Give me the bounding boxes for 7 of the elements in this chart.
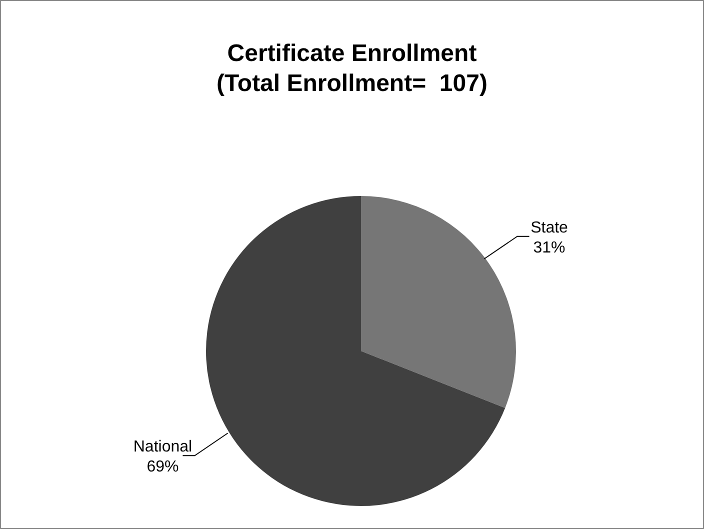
pie-slice: [206, 196, 506, 506]
slice-label: State: [530, 219, 568, 236]
pie-slice: [361, 196, 516, 408]
chart-title: Certificate Enrollment (Total Enrollment= 107): [216, 39, 488, 99]
data-label: 69%: [146, 458, 179, 476]
data-label: 31%: [533, 239, 566, 256]
slice-label: National: [133, 438, 192, 456]
